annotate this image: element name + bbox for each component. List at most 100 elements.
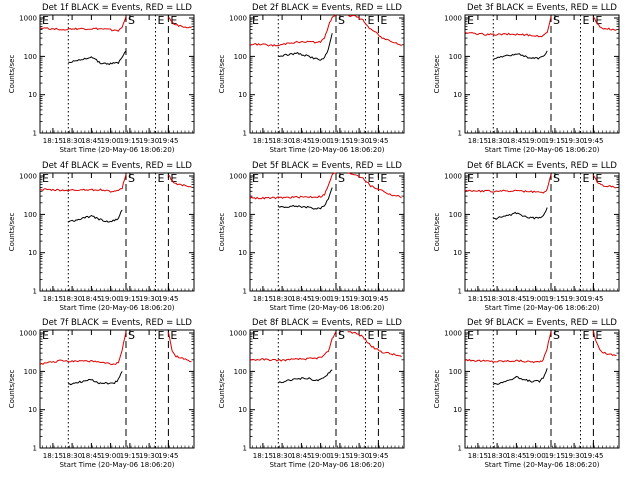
x-tick-label: 19:00 [526, 295, 546, 303]
marker-label: S [338, 14, 345, 27]
x-tick-label: 19:45 [368, 137, 388, 145]
series-lld-line [347, 14, 402, 47]
x-tick-label: 18:30 [62, 137, 82, 145]
marker-label: E [368, 172, 375, 185]
marker-label: E [42, 329, 49, 342]
marker-label: E [467, 329, 474, 342]
x-tick-label: 19:45 [368, 452, 388, 460]
y-tick-label: 1 [458, 288, 462, 296]
series-lld-line [167, 331, 192, 363]
y-tick-label: 100 [234, 53, 247, 61]
x-tick-label: 18:15 [468, 137, 488, 145]
x-axis-label: Start Time (20-May-06 18:06:20) [484, 304, 599, 312]
panel-title: Det 7f BLACK = Events, RED = LLD [42, 318, 192, 328]
panel-det-6: Det 6f BLACK = Events, RED = LLD 1000 100 1… [433, 161, 620, 312]
x-tick-label: 19:00 [311, 452, 331, 460]
x-tick-label: 19:45 [158, 452, 178, 460]
series-lld-line [592, 16, 617, 31]
y-tick-label: 10 [238, 91, 247, 99]
y-tick-label: 100 [24, 211, 37, 219]
x-tick-label: 19:30 [139, 295, 159, 303]
series-events-line [68, 50, 127, 66]
y-tick-label: 1000 [444, 15, 462, 23]
panel-det-4: Det 4f BLACK = Events, RED = LLD 1000 100 1… [8, 161, 195, 312]
series-events-line [67, 209, 123, 223]
marker-label: S [553, 329, 560, 342]
x-tick-label: 19:45 [158, 295, 178, 303]
x-tick-label: 19:30 [139, 137, 159, 145]
y-tick-label: 1000 [444, 173, 462, 181]
x-tick-label: 18:15 [43, 452, 63, 460]
y-tick-label: 10 [28, 249, 37, 257]
marker-label: E [252, 172, 259, 185]
marker-label: E [595, 172, 602, 185]
x-axis-label: Start Time (20-May-06 18:06:20) [269, 146, 384, 154]
x-tick-label: 18:15 [43, 295, 63, 303]
x-tick-label: 19:15 [545, 295, 565, 303]
series-events-line [278, 33, 333, 61]
series-lld-line [39, 16, 127, 32]
y-tick-label: 1000 [229, 330, 247, 338]
x-axis-label: Start Time (20-May-06 18:06:20) [484, 461, 599, 469]
x-tick-label: 19:30 [564, 295, 584, 303]
x-tick-label: 19:45 [583, 295, 603, 303]
x-tick-label: 18:15 [253, 137, 273, 145]
y-tick-label: 1 [33, 445, 37, 453]
x-axis-label: Start Time (20-May-06 18:06:20) [484, 146, 599, 154]
marker-label: E [583, 172, 590, 185]
x-tick-label: 19:45 [368, 295, 388, 303]
x-tick-label: 18:15 [253, 452, 273, 460]
marker-label: E [380, 14, 387, 27]
marker-label: E [380, 172, 387, 185]
series-lld-line [250, 14, 337, 47]
x-tick-label: 18:45 [81, 295, 101, 303]
y-tick-label: 1 [458, 130, 462, 138]
y-tick-label: 10 [28, 406, 37, 414]
x-tick-label: 19:00 [526, 137, 546, 145]
y-tick-label: 10 [238, 249, 247, 257]
panel-title: Det 9f BLACK = Events, RED = LLD [467, 318, 617, 328]
marker-label: E [595, 14, 602, 27]
panel-title: Det 3f BLACK = Events, RED = LLD [467, 3, 617, 13]
x-tick-label: 19:00 [526, 452, 546, 460]
panel-title: Det 4f BLACK = Events, RED = LLD [42, 161, 192, 171]
marker-label: E [583, 14, 590, 27]
x-axis-label: Start Time (20-May-06 18:06:20) [59, 146, 174, 154]
y-tick-label: 10 [28, 91, 37, 99]
series-lld-line [39, 331, 127, 366]
x-tick-label: 18:30 [272, 295, 292, 303]
marker-label: E [170, 172, 177, 185]
x-tick-label: 18:45 [81, 137, 101, 145]
series-lld-line [592, 174, 617, 189]
x-tick-label: 19:15 [120, 295, 140, 303]
x-tick-label: 19:15 [330, 137, 350, 145]
x-tick-label: 18:30 [487, 452, 507, 460]
x-tick-label: 19:00 [101, 137, 121, 145]
y-axis-label: Counts/sec [218, 213, 226, 252]
x-tick-label: 19:30 [349, 295, 369, 303]
x-tick-label: 19:00 [311, 295, 331, 303]
axes-frame [464, 329, 620, 449]
series-lld-line [347, 331, 402, 358]
marker-label: S [128, 329, 135, 342]
y-tick-label: 1 [243, 130, 247, 138]
axes-frame [39, 14, 195, 134]
y-tick-label: 100 [449, 211, 462, 219]
axes-frame [249, 14, 405, 134]
y-tick-label: 1000 [19, 15, 37, 23]
x-tick-label: 18:45 [506, 452, 526, 460]
y-axis-label: Counts/sec [433, 213, 441, 252]
axes-frame [39, 329, 195, 449]
marker-label: S [338, 329, 345, 342]
y-axis-label: Counts/sec [218, 55, 226, 94]
x-tick-label: 18:15 [468, 295, 488, 303]
panel-det-1: Det 1f BLACK = Events, RED = LLD 1000 100 1… [8, 3, 195, 154]
x-axis-label: Start Time (20-May-06 18:06:20) [269, 461, 384, 469]
y-tick-label: 1000 [19, 173, 37, 181]
x-tick-label: 18:15 [468, 452, 488, 460]
y-tick-label: 100 [24, 368, 37, 376]
x-tick-label: 19:15 [330, 295, 350, 303]
y-axis-label: Counts/sec [433, 55, 441, 94]
